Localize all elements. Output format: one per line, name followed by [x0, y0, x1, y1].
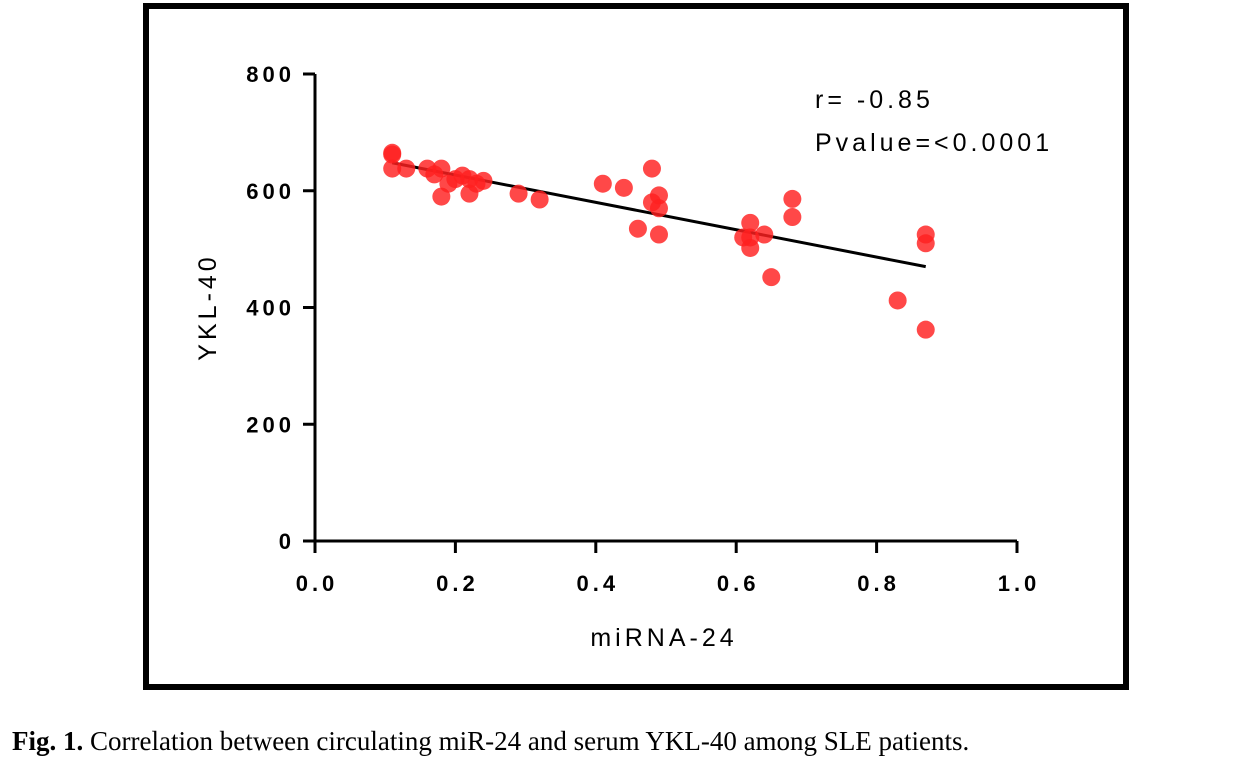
scatter-chart: 0 200 400 600 800 0.0 0.2 0.4 0.6 0.8 1.0 miRNA-24…: [194, 62, 1053, 652]
data-point: [649, 225, 668, 244]
data-point: [755, 225, 774, 244]
data-point: [614, 178, 633, 197]
data-point: [642, 159, 661, 178]
chart-frame: [143, 3, 1129, 690]
data-point: [762, 268, 781, 287]
data-point: [741, 213, 760, 232]
x-tick-label: 0.2: [436, 571, 479, 596]
data-point: [509, 184, 528, 203]
data-point: [628, 219, 647, 238]
data-point: [783, 208, 802, 227]
data-point: [474, 171, 493, 190]
data-point: [783, 189, 802, 208]
x-tick-label: 0.6: [717, 571, 760, 596]
caption-text: Correlation between circulating miR-24 a…: [83, 726, 970, 756]
data-point: [916, 320, 935, 339]
y-tick-label: 0: [279, 529, 295, 554]
data-point: [383, 145, 402, 164]
x-axis-title: miRNA-24: [590, 624, 737, 652]
x-tick-label: 1.0: [998, 571, 1041, 596]
data-point: [649, 199, 668, 218]
figure-caption: Fig. 1. Correlation between circulating …: [12, 726, 1222, 757]
y-tick-label: 400: [246, 296, 295, 321]
correlation-annotation: r= -0.85: [815, 86, 934, 114]
x-tick-label: 0.0: [296, 571, 339, 596]
x-tick-label: 0.8: [857, 571, 900, 596]
data-point: [916, 234, 935, 253]
data-point: [383, 159, 402, 178]
data-point: [432, 159, 451, 178]
y-axis-title: YKL-40: [194, 253, 222, 360]
y-tick-label: 800: [246, 62, 295, 87]
pvalue-annotation: Pvalue=<0.0001: [815, 129, 1053, 157]
x-tick-label: 0.4: [577, 571, 620, 596]
y-tick-label: 600: [246, 179, 295, 204]
data-points: [383, 143, 935, 339]
caption-label: Fig. 1.: [12, 726, 84, 756]
data-point: [530, 190, 549, 209]
data-point: [888, 291, 907, 310]
data-point: [397, 159, 416, 178]
data-point: [593, 174, 612, 193]
data-point: [741, 238, 760, 257]
axes: 0 200 400 600 800 0.0 0.2 0.4 0.6 0.8 1.0: [246, 62, 1041, 596]
y-tick-label: 200: [246, 412, 295, 437]
data-point: [649, 186, 668, 205]
